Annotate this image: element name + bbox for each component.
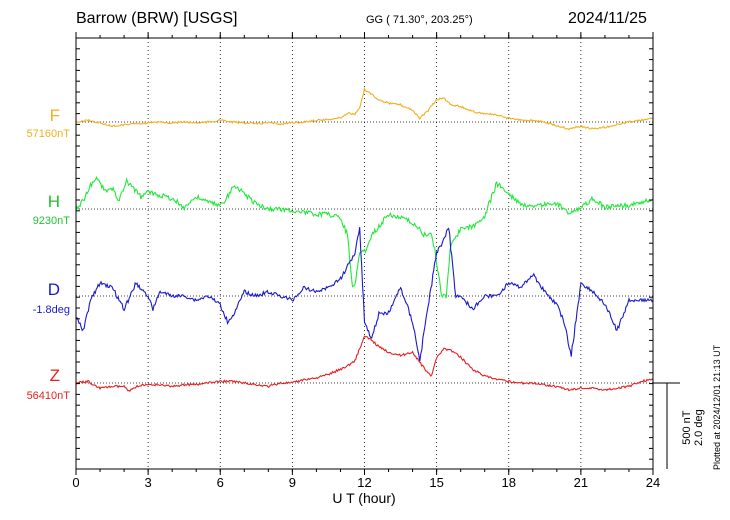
x-tick-label: 9 <box>289 475 296 490</box>
channel-f-name: F <box>49 106 60 125</box>
plotted-timestamp: Plotted at 2024/12/01 21:13 UT <box>712 344 722 470</box>
channel-d-baseline: -1.8deg <box>32 304 70 316</box>
x-tick-label: 6 <box>217 475 224 490</box>
x-tick-label: 3 <box>145 475 152 490</box>
x-tick-label: 18 <box>502 475 516 490</box>
x-tick-labels: 0 3 6 9 12 15 18 21 24 <box>72 475 660 490</box>
station-coordinates: GG ( 71.30°, 203.25°) <box>366 14 473 26</box>
x-tick-label: 15 <box>429 475 443 490</box>
station-title: Barrow (BRW) [USGS] <box>76 10 238 27</box>
x-tick-label: 12 <box>357 475 371 490</box>
series-lines <box>75 86 654 393</box>
channel-z-name: Z <box>49 366 60 385</box>
series-line-z <box>75 335 654 393</box>
scale-label: 500 nT 2.0 deg <box>681 409 705 446</box>
series-line-d <box>75 227 654 362</box>
grid-lines <box>147 38 582 469</box>
scale-bar <box>653 382 680 469</box>
series-line-h <box>75 175 654 299</box>
x-axis-label: U T (hour) <box>332 490 395 506</box>
channel-z-baseline: 56410nT <box>26 390 70 402</box>
series-line-f <box>75 86 654 131</box>
tick-marks <box>75 32 654 475</box>
observation-date: 2024/11/25 <box>568 10 647 27</box>
x-tick-label: 24 <box>646 475 660 490</box>
channel-h-name: H <box>47 192 60 211</box>
baselines <box>76 121 653 384</box>
channel-f-baseline: 57160nT <box>26 128 70 140</box>
x-tick-label: 21 <box>574 475 588 490</box>
channel-d-name: D <box>47 280 60 299</box>
x-tick-label: 0 <box>72 475 79 490</box>
channel-h-baseline: 9230nT <box>32 215 70 227</box>
